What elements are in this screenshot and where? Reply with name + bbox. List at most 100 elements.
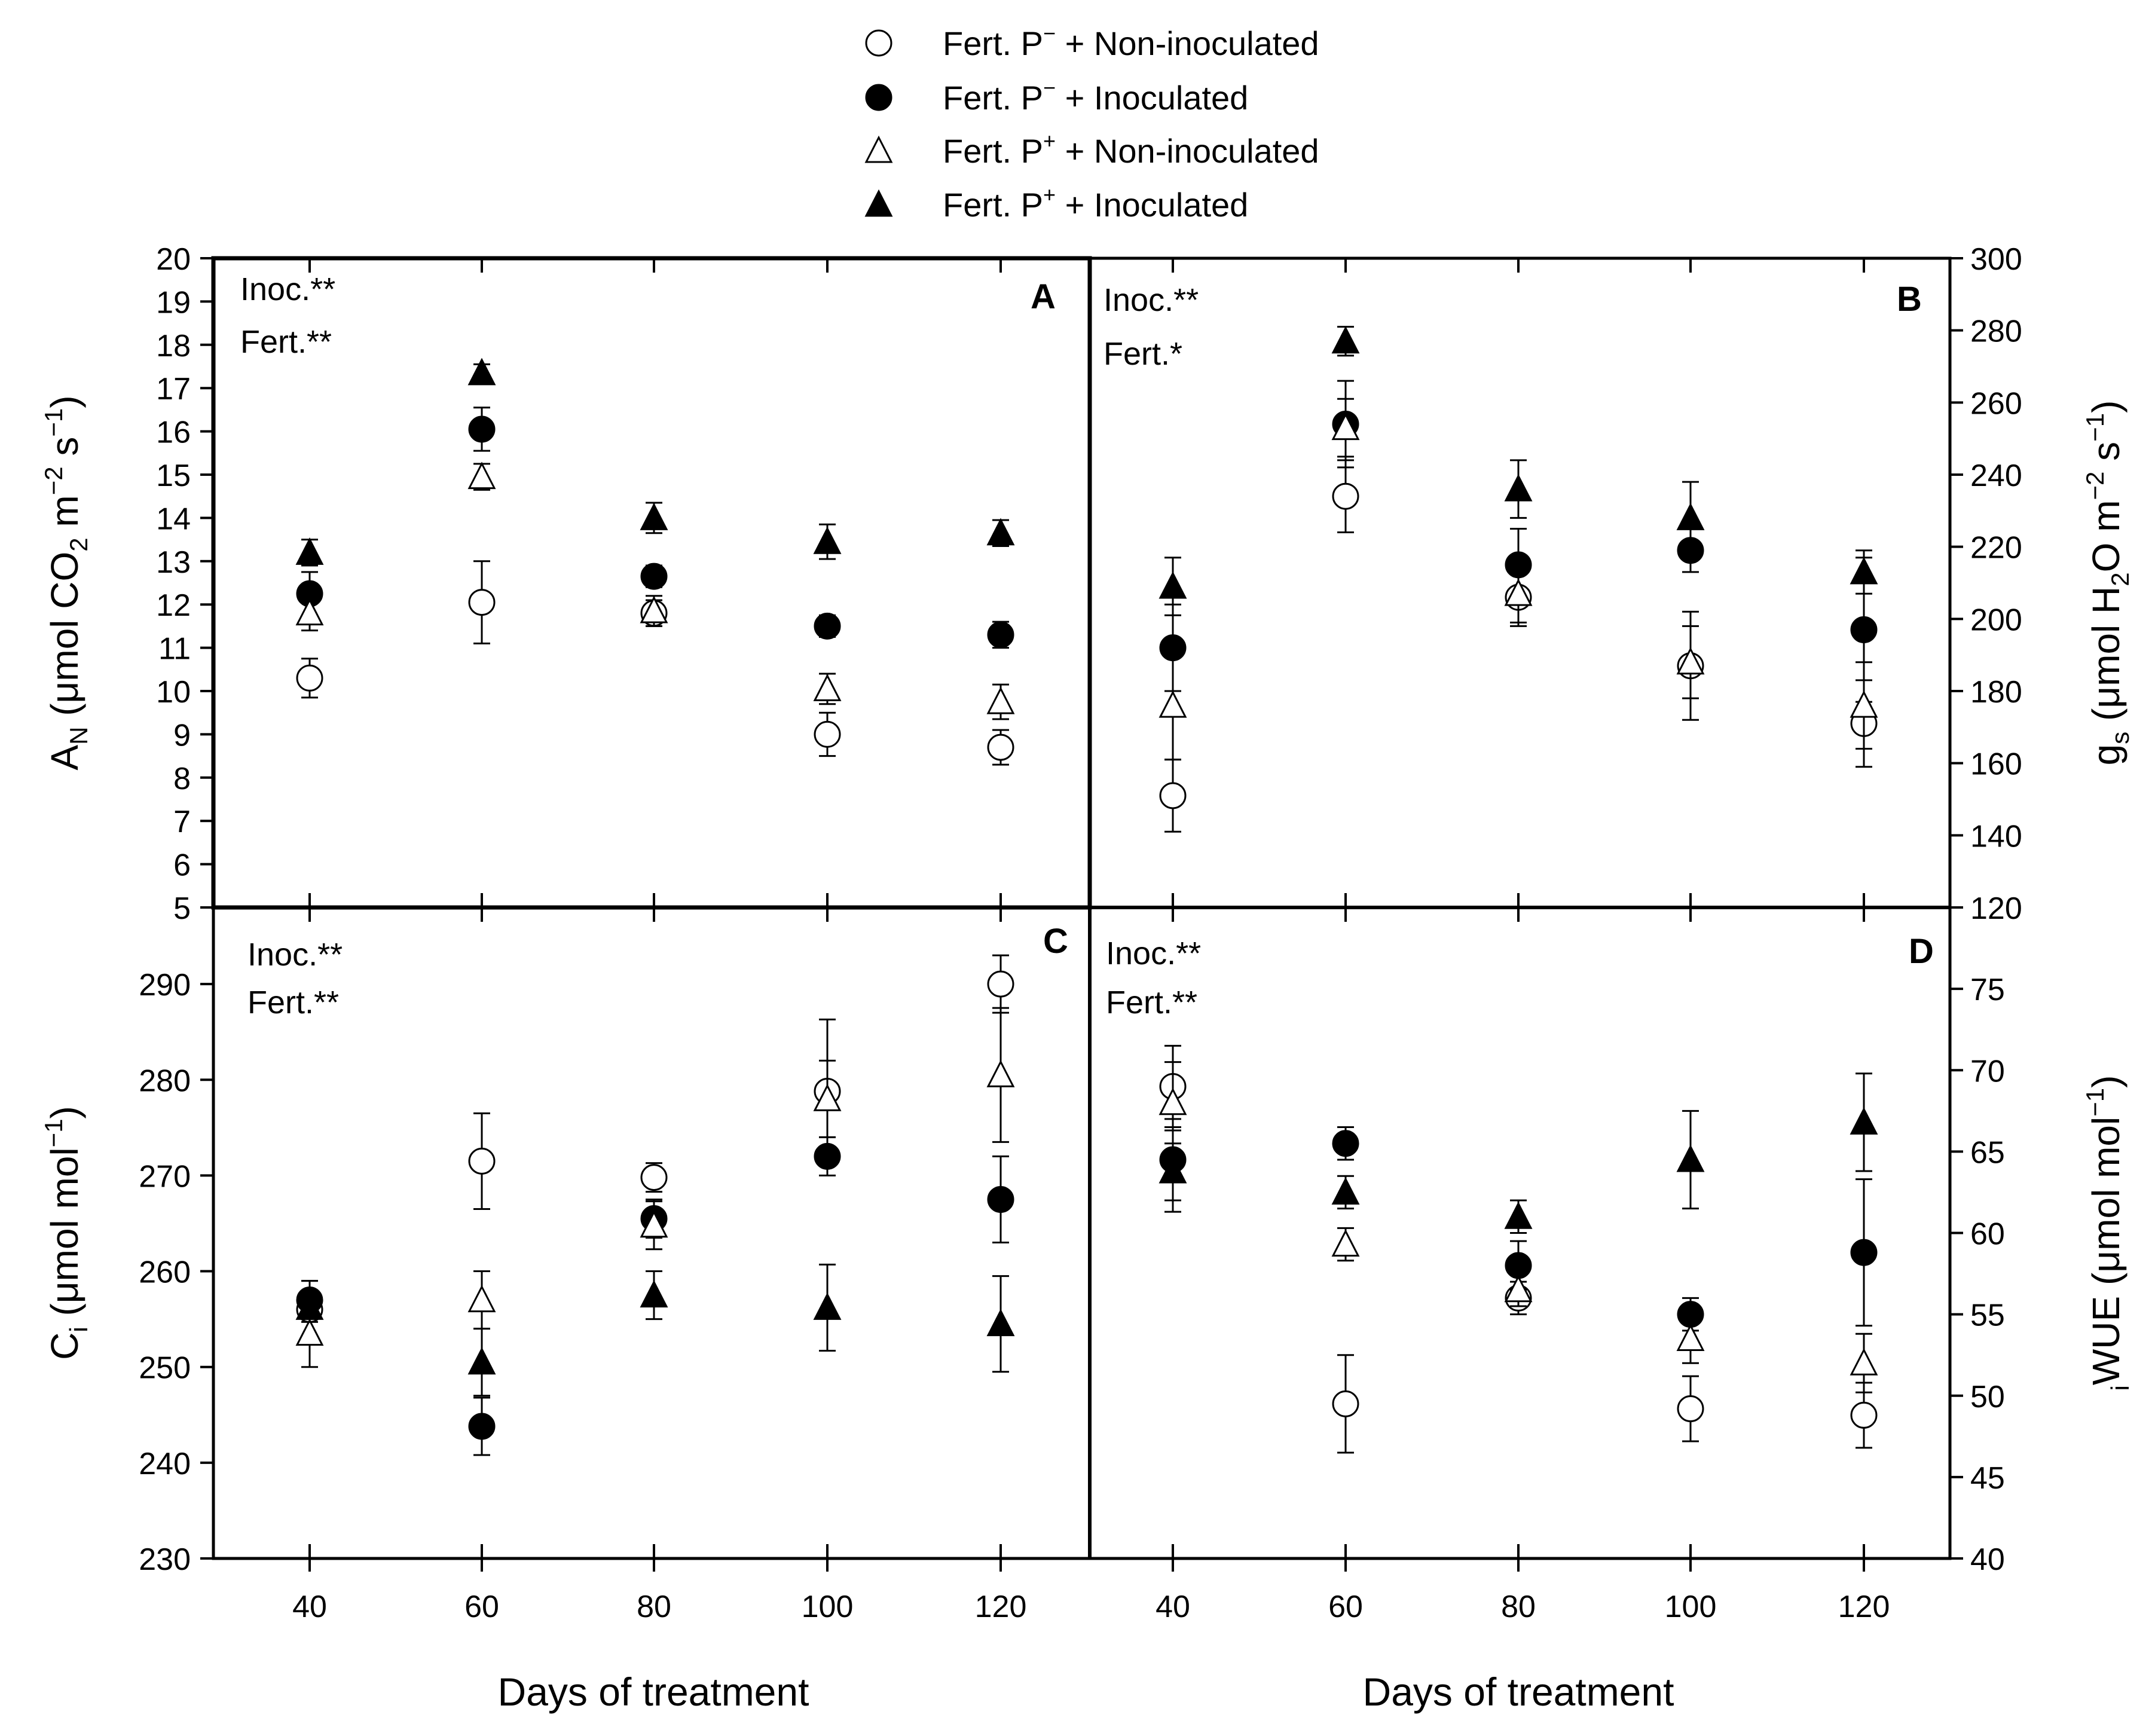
y-tick-label: 290 <box>139 968 191 1003</box>
y-tick-label: 60 <box>1970 1217 2005 1252</box>
significance-annotation: Inoc.** <box>1104 282 1199 318</box>
y-tick-label: 9 <box>173 718 191 753</box>
data-point <box>1850 557 1878 585</box>
legend-label: Fert. P+ + Non-inoculated <box>943 129 1319 170</box>
y-tick-label: 16 <box>156 415 191 450</box>
legend-label: Fert. P− + Non-inoculated <box>943 21 1319 62</box>
significance-annotation: Inoc.** <box>240 271 335 307</box>
y-axis-title: iWUE (μmol mol−1) <box>2081 1075 2134 1391</box>
legend-marker-triangle-filled <box>864 189 893 217</box>
y-tick-label: 75 <box>1970 973 2005 1007</box>
y-tick-label: 120 <box>1970 891 2022 926</box>
panel-letter: A <box>1031 277 1056 316</box>
x-tick-label: 100 <box>1665 1590 1717 1624</box>
data-point <box>1504 1201 1533 1229</box>
data-point <box>467 461 496 490</box>
y-tick-label: 280 <box>139 1063 191 1098</box>
data-point <box>1158 571 1187 599</box>
data-point <box>1158 1156 1187 1184</box>
y-axis-title: gs (μmol H2O m−2 s−1) <box>2081 401 2134 766</box>
y-tick-label: 17 <box>156 372 191 407</box>
legend-label: Fert. P− + Inoculated <box>943 75 1248 117</box>
series-triangle-open <box>1158 398 1878 761</box>
series-triangle-open <box>295 461 1015 720</box>
x-tick-label: 120 <box>975 1590 1027 1624</box>
y-tick-label: 140 <box>1970 819 2022 854</box>
legend-label: Fert. P+ + Inoculated <box>943 182 1248 224</box>
y-axis-title: AN (μmol CO2 m−2 s−1) <box>39 395 93 770</box>
y-tick-label: 5 <box>173 891 191 926</box>
data-point <box>468 1413 496 1440</box>
significance-annotation: Inoc.** <box>1106 936 1201 971</box>
data-point <box>1504 1275 1533 1303</box>
y-tick-label: 10 <box>156 675 191 710</box>
data-point <box>1332 1390 1359 1417</box>
data-point <box>1331 326 1360 354</box>
y-tick-label: 200 <box>1970 603 2022 637</box>
series-triangle-filled <box>295 357 1015 567</box>
y-tick-label: 260 <box>139 1255 191 1290</box>
data-point <box>987 733 1014 761</box>
y-tick-label: 40 <box>1970 1542 2005 1577</box>
panel-letter: D <box>1909 932 1934 971</box>
data-point <box>1850 690 1878 718</box>
legend-entry: Fert. P− + Non-inoculated <box>865 21 1319 62</box>
data-point <box>987 1185 1014 1213</box>
data-point <box>986 1309 1015 1337</box>
y-tick-label: 250 <box>139 1351 191 1386</box>
y-tick-label: 45 <box>1970 1461 2005 1496</box>
data-point <box>1850 616 1878 643</box>
data-point <box>1332 482 1359 510</box>
data-point <box>1850 1239 1878 1266</box>
x-tick-label: 40 <box>292 1590 327 1624</box>
y-tick-label: 260 <box>1970 386 2022 421</box>
y-tick-label: 50 <box>1970 1380 2005 1414</box>
data-point <box>295 1318 324 1346</box>
series-triangle-filled <box>295 1263 1015 1397</box>
data-point <box>1850 1348 1878 1376</box>
significance-annotation: Fert.* <box>1104 336 1182 372</box>
panel-frames <box>211 256 1952 1560</box>
data-point <box>986 1059 1015 1087</box>
data-point <box>987 970 1014 998</box>
series-triangle-filled <box>1158 1072 1878 1234</box>
x-tick-label: 40 <box>1156 1590 1190 1624</box>
data-point <box>1677 1395 1704 1423</box>
x-tick-label: 60 <box>1328 1590 1363 1624</box>
y-tick-label: 270 <box>139 1159 191 1194</box>
data-point <box>814 1142 841 1170</box>
data-point <box>1504 578 1533 606</box>
panel-A: 5 6 7 8 9 10 11 12 13 14 15 16 17 18 19 20 A Inoc.** Fert.… <box>39 242 1056 926</box>
data-point <box>640 563 668 590</box>
significance-annotation: Fert.** <box>1106 985 1197 1020</box>
data-point <box>1331 412 1360 441</box>
y-tick-label: 13 <box>156 545 191 580</box>
series-circle-open <box>1159 1044 1878 1454</box>
data-point <box>987 621 1014 649</box>
data-point <box>1676 1324 1705 1351</box>
data-point <box>986 518 1015 546</box>
data-point <box>296 664 323 692</box>
data-point <box>1158 1087 1187 1115</box>
data-point <box>295 1292 324 1320</box>
significance-annotation: Fert.** <box>247 985 339 1020</box>
data-point <box>640 1164 668 1191</box>
data-point <box>1332 1130 1359 1157</box>
significance-annotation: Inoc.** <box>247 937 343 973</box>
data-point <box>813 674 842 701</box>
data-point <box>814 720 841 748</box>
data-point <box>468 1147 496 1175</box>
significance-annotation: Fert.** <box>240 324 332 360</box>
legend-entry: Fert. P− + Inoculated <box>865 75 1248 117</box>
y-tick-label: 6 <box>173 848 191 883</box>
series-triangle-open <box>295 1007 1015 1368</box>
panel-B: 120 140 160 180 200 220 240 260 280 300 B Inoc.** Fe… <box>1104 242 2134 926</box>
x-axis-title-right: Days of treatment <box>1363 1670 1674 1714</box>
x-tick-label: 80 <box>637 1590 671 1624</box>
x-tick-label: 80 <box>1501 1590 1536 1624</box>
y-tick-label: 230 <box>139 1542 191 1577</box>
legend-entry: Fert. P+ + Inoculated <box>864 182 1248 224</box>
series-circle-open <box>296 954 1014 1340</box>
panels: 5 6 7 8 9 10 11 12 13 14 15 16 17 18 19 20 A Inoc.** Fert.… <box>39 242 2134 1624</box>
